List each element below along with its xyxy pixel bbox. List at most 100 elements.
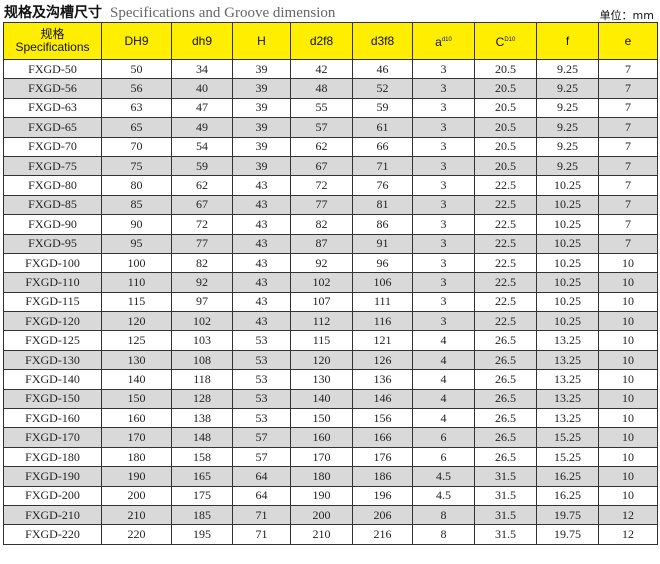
cell-value: 10.25	[536, 311, 599, 332]
cell-value: 10	[598, 311, 658, 332]
cell-value: 48	[290, 78, 353, 99]
title-chinese: 规格及沟槽尺寸	[4, 5, 102, 21]
cell-value: 9.25	[536, 58, 599, 80]
cell-value: 62	[171, 175, 233, 196]
cell-value: 107	[290, 291, 353, 313]
cell-value: 81	[352, 194, 413, 216]
cell-value: 3	[412, 311, 475, 332]
cell-value: 82	[171, 252, 233, 274]
cell-value: 22.5	[474, 272, 537, 293]
cell-value: 185	[171, 504, 233, 526]
cell-value: 62	[290, 136, 353, 157]
cell-spec: FXGD-200	[3, 485, 102, 506]
cell-value: 53	[232, 408, 291, 429]
cell-spec: FXGD-100	[3, 252, 102, 274]
cell-value: 140	[290, 388, 353, 410]
cell-value: 102	[290, 272, 353, 293]
header-spec-en: Specifications	[15, 40, 90, 54]
cell-value: 7	[598, 194, 658, 216]
cell-value: 4	[412, 388, 475, 410]
cell-value: 57	[232, 427, 291, 448]
table-row: FXGD-120 120 102 43 112 116 3 22.5 10.25 10	[3, 311, 658, 332]
header-H: H	[232, 22, 291, 60]
cell-value: 52	[352, 78, 413, 99]
cell-value: 26.5	[474, 408, 537, 429]
cell-value: 71	[232, 524, 291, 545]
table-row: FXGD-125 125 103 53 115 121 4 26.5 13.25 10	[3, 330, 658, 351]
cell-value: 43	[232, 272, 291, 293]
cell-spec: FXGD-160	[3, 408, 102, 429]
cell-value: 31.5	[474, 466, 537, 487]
cell-value: 43	[232, 233, 291, 254]
cell-value: 31.5	[474, 504, 537, 526]
cell-value: 158	[171, 446, 233, 468]
cell-value: 22.5	[474, 233, 537, 254]
cell-value: 110	[101, 272, 172, 293]
cell-value: 146	[352, 388, 413, 410]
cell-value: 22.5	[474, 175, 537, 196]
cell-value: 76	[352, 175, 413, 196]
cell-value: 65	[101, 117, 172, 138]
cell-value: 3	[412, 78, 475, 99]
cell-value: 128	[171, 388, 233, 410]
header-a-label: a	[435, 34, 442, 49]
cell-spec: FXGD-125	[3, 330, 102, 351]
cell-value: 19.75	[536, 524, 599, 545]
cell-value: 20.5	[474, 78, 537, 99]
cell-value: 39	[232, 58, 291, 80]
cell-value: 96	[352, 252, 413, 274]
cell-value: 91	[352, 233, 413, 254]
cell-value: 26.5	[474, 388, 537, 410]
cell-value: 10.25	[536, 214, 599, 235]
cell-value: 7	[598, 117, 658, 138]
cell-value: 118	[171, 369, 233, 390]
cell-value: 20.5	[474, 136, 537, 157]
table-row: FXGD-80 80 62 43 72 76 3 22.5 10.25 7	[3, 175, 658, 196]
cell-value: 86	[352, 214, 413, 235]
header-C: CD10	[474, 22, 537, 60]
cell-value: 57	[232, 446, 291, 468]
cell-value: 20.5	[474, 155, 537, 177]
cell-value: 10	[598, 446, 658, 468]
table-row: FXGD-130 130 108 53 120 126 4 26.5 13.25 10	[3, 349, 658, 371]
cell-value: 53	[232, 388, 291, 410]
header-f: f	[536, 22, 599, 60]
cell-value: 22.5	[474, 291, 537, 313]
cell-value: 53	[232, 330, 291, 351]
cell-value: 13.25	[536, 408, 599, 429]
cell-value: 53	[232, 349, 291, 371]
cell-value: 10	[598, 388, 658, 410]
table-row: FXGD-200 200 175 64 190 196 4.5 31.5 16.25 10	[3, 485, 658, 506]
table-row: FXGD-220 220 195 71 210 216 8 31.5 19.75 12	[3, 524, 658, 545]
cell-value: 216	[352, 524, 413, 545]
cell-value: 6	[412, 446, 475, 468]
header-spec: 规格 Specifications	[3, 22, 102, 60]
cell-value: 7	[598, 175, 658, 196]
cell-value: 10.25	[536, 252, 599, 274]
cell-value: 16.25	[536, 485, 599, 506]
cell-value: 55	[290, 97, 353, 119]
cell-value: 190	[101, 466, 172, 487]
cell-value: 206	[352, 504, 413, 526]
table-row: FXGD-100 100 82 43 92 96 3 22.5 10.25 10	[3, 252, 658, 274]
header-d2f8: d2f8	[290, 22, 353, 60]
cell-value: 39	[232, 117, 291, 138]
table-row: FXGD-50 50 34 39 42 46 3 20.5 9.25 7	[3, 58, 658, 80]
cell-value: 106	[352, 272, 413, 293]
cell-value: 72	[290, 175, 353, 196]
cell-value: 210	[101, 504, 172, 526]
cell-value: 115	[101, 291, 172, 313]
cell-value: 4	[412, 369, 475, 390]
cell-value: 3	[412, 272, 475, 293]
cell-value: 200	[290, 504, 353, 526]
cell-value: 22.5	[474, 311, 537, 332]
cell-value: 111	[352, 291, 413, 313]
cell-value: 49	[171, 117, 233, 138]
cell-value: 54	[171, 136, 233, 157]
cell-value: 42	[290, 58, 353, 80]
cell-value: 22.5	[474, 194, 537, 216]
cell-value: 10	[598, 330, 658, 351]
cell-value: 220	[101, 524, 172, 545]
cell-spec: FXGD-220	[3, 524, 102, 545]
cell-value: 20.5	[474, 117, 537, 138]
